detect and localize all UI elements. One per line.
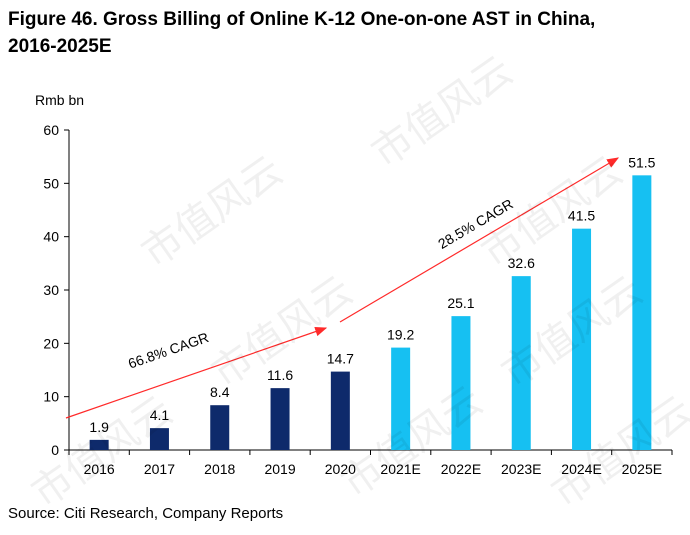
data-label: 19.2 (387, 327, 414, 343)
data-label: 4.1 (150, 407, 170, 423)
bar (149, 428, 169, 450)
y-tick-label: 60 (43, 122, 59, 138)
bar (572, 228, 592, 450)
y-tick-label: 20 (43, 335, 59, 351)
x-tick-label: 2024E (561, 461, 601, 477)
x-tick-label: 2025E (622, 461, 662, 477)
y-tick-label: 10 (43, 389, 59, 405)
x-tick-label: 2017 (144, 461, 175, 477)
cagr-label: 66.8% CAGR (126, 329, 211, 372)
x-tick-label: 2022E (441, 461, 481, 477)
bar (330, 371, 350, 450)
figure-title: Figure 46. Gross Billing of Online K-12 … (8, 6, 680, 60)
data-label: 8.4 (210, 384, 230, 400)
cagr-arrow (339, 157, 620, 323)
cagr-arrow (65, 326, 328, 419)
x-tick-label: 2021E (380, 461, 420, 477)
bar (451, 316, 471, 450)
y-tick-label: 0 (51, 442, 59, 458)
data-label: 1.9 (89, 419, 109, 435)
data-label: 25.1 (447, 295, 474, 311)
y-tick-label: 50 (43, 175, 59, 191)
x-tick-label: 2023E (501, 461, 541, 477)
bar (511, 276, 531, 450)
bar (391, 347, 411, 450)
bar (270, 388, 290, 450)
y-axis-label: Rmb bn (35, 92, 84, 108)
x-tick-label: 2019 (264, 461, 295, 477)
bar (210, 405, 230, 450)
data-label: 11.6 (267, 367, 293, 383)
data-label: 41.5 (568, 208, 595, 224)
x-tick-label: 2016 (84, 461, 115, 477)
cagr-label: 28.5% CAGR (435, 195, 516, 251)
bar (632, 175, 652, 451)
y-tick-label: 40 (43, 229, 59, 245)
x-tick-label: 2018 (204, 461, 235, 477)
bar (89, 439, 109, 450)
data-label: 51.5 (628, 154, 655, 170)
y-tick-label: 30 (43, 282, 59, 298)
data-label: 14.7 (327, 351, 354, 367)
figure-title-line2: 2016-2025E (8, 36, 112, 57)
data-label: 32.6 (508, 255, 535, 271)
x-tick-label: 2020 (325, 461, 356, 477)
figure-title-line1: Figure 46. Gross Billing of Online K-12 … (8, 9, 596, 30)
source-note: Source: Citi Research, Company Reports (8, 505, 284, 522)
